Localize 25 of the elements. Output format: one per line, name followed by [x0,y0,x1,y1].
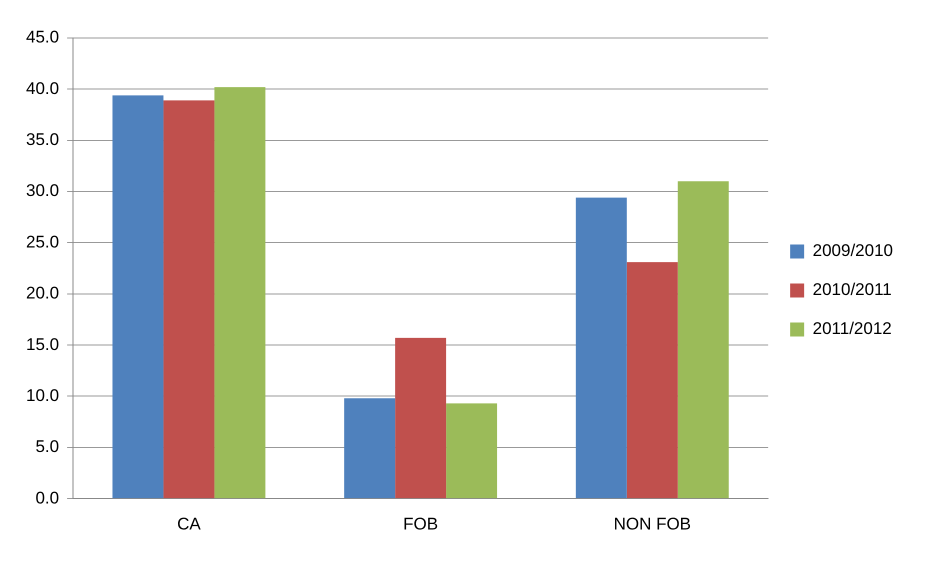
y-tick-label: 35.0 [26,130,60,150]
bar [446,403,498,498]
bar [112,95,164,498]
y-tick-label: 5.0 [35,437,60,456]
y-tick-label: 20.0 [26,284,60,303]
x-tick-label: NON FOB [614,514,692,534]
y-tick-label: 0.0 [35,488,60,508]
bar [576,198,627,498]
bar [344,398,396,498]
y-tick-label: 10.0 [26,386,60,405]
bar [395,338,446,498]
x-tick-label: CA [177,514,202,534]
legend-label: 2011/2012 [812,319,892,338]
bar [678,181,729,498]
y-tick-label: 30.0 [26,181,60,200]
bar [626,262,678,498]
y-tick-label: 40.0 [26,78,60,98]
y-tick-label: 45.0 [26,28,60,47]
y-tick-label: 15.0 [26,334,60,354]
bar [214,87,266,498]
legend-label: 2010/2011 [812,280,892,300]
y-tick-label: 25.0 [26,232,60,252]
x-tick-label: FOB [403,514,438,534]
bar [163,100,214,498]
legend-label: 2009/2010 [812,241,894,260]
